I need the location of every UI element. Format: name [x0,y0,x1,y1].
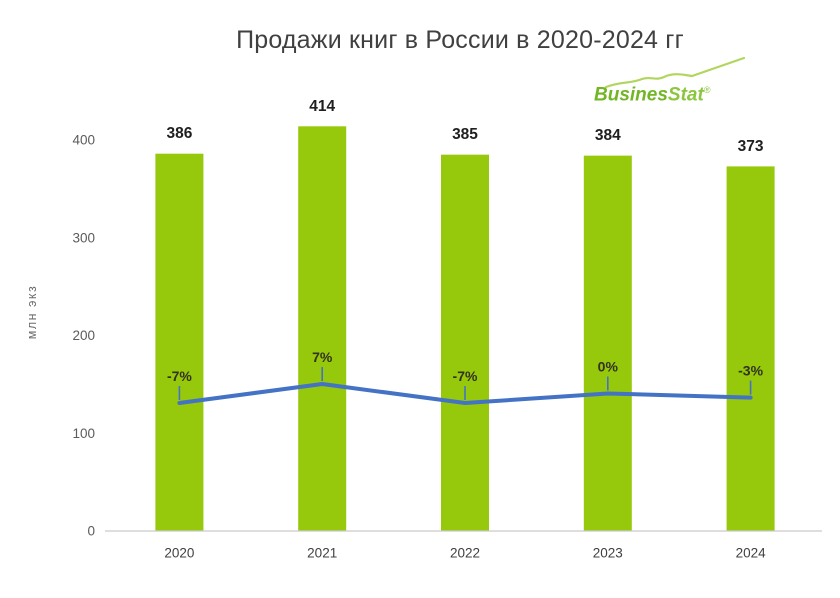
logo-swoosh-path [604,56,746,89]
y-tick-label-400: 400 [72,133,95,148]
pct-label-2021: 7% [312,349,333,365]
pct-label-2022: -7% [453,368,478,384]
y-tick-label-300: 300 [72,230,95,245]
growth-line [177,382,753,405]
x-tick-label-2024: 2024 [736,546,767,561]
x-tick-label-2020: 2020 [164,546,194,561]
bar-2024 [726,166,775,531]
logo-text-stat: Stat [667,84,704,106]
bar-value-label-2021: 414 [309,98,335,115]
pct-label-2024: -3% [738,363,763,379]
y-tick-label-200: 200 [72,328,95,343]
y-axis-title: млн экз [25,285,39,339]
bar-value-label-2024: 373 [738,138,764,155]
bar-2023 [583,155,632,531]
logo-registered-mark: ® [703,85,711,95]
pct-label-2023: 0% [598,359,619,375]
y-tick-label-100: 100 [72,426,95,441]
bar-2020 [155,153,204,531]
x-tick-label-2023: 2023 [593,546,623,561]
bar-value-label-2023: 384 [595,127,621,144]
bar-2021 [298,126,347,531]
businesstat-logo: BusinesStat® [594,56,754,106]
y-tick-label-0: 0 [87,524,95,539]
pct-label-2020: -7% [167,368,192,384]
x-tick-label-2021: 2021 [307,546,337,561]
chart-title: Продажи книг в России в 2020-2024 гг [236,26,684,54]
logo-text: BusinesStat® [594,80,754,105]
bar-2022 [441,154,489,531]
bar-value-label-2022: 385 [452,126,478,143]
x-tick-label-2022: 2022 [450,546,480,561]
bar-value-label-2020: 386 [166,125,192,142]
logo-text-busines: Busines [594,84,668,106]
logo-swoosh-icon [604,56,746,89]
